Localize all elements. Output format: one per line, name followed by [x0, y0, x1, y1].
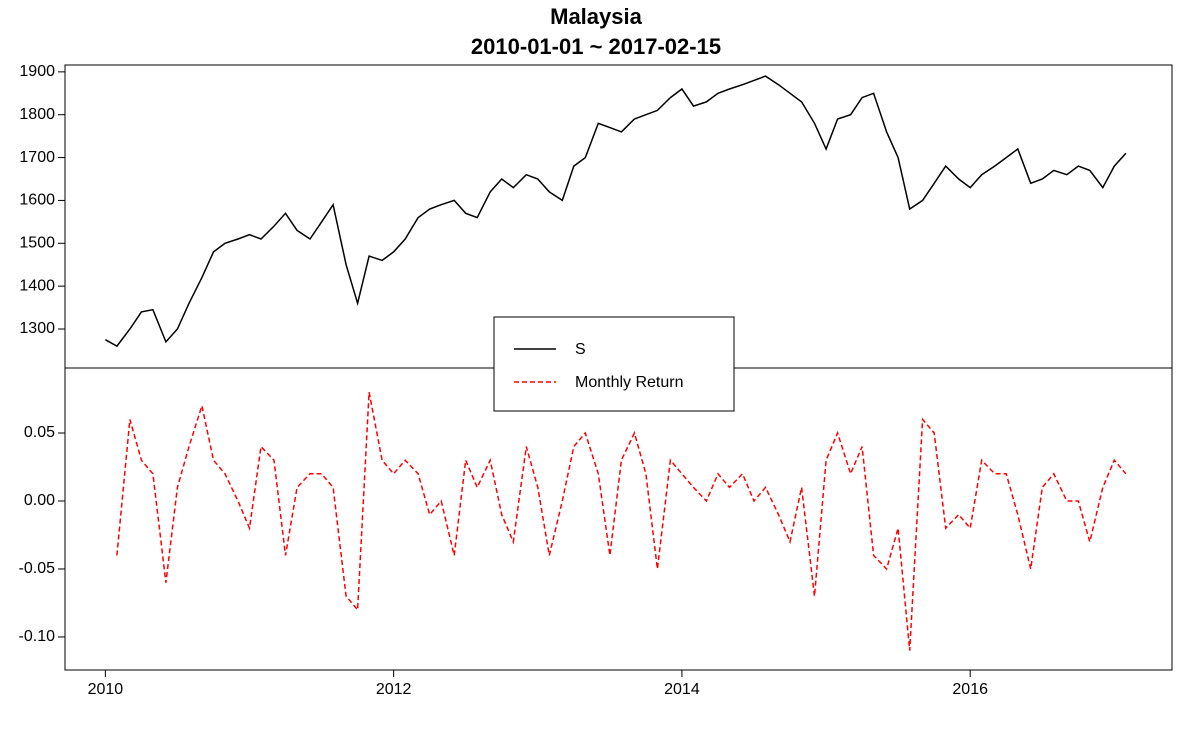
x-tick-label: 2016: [952, 681, 988, 698]
y-tick-label: 0.00: [24, 492, 55, 509]
y-tick-label: 1900: [19, 63, 55, 80]
y-tick-label: 1700: [19, 149, 55, 166]
y-tick-label: 1600: [19, 192, 55, 209]
y-tick-label: 1500: [19, 235, 55, 252]
series-line: [116, 392, 1127, 651]
legend-label: S: [575, 341, 586, 358]
chart-title: Malaysia: [550, 4, 642, 29]
y-tick-label: -0.05: [19, 560, 56, 577]
y-tick-label: 0.05: [24, 424, 55, 441]
legend-box: [493, 316, 735, 412]
y-tick-label: 1300: [19, 320, 55, 337]
chart-subtitle: 2010-01-01 ~ 2017-02-15: [471, 34, 721, 59]
x-tick-label: 2014: [664, 681, 700, 698]
series-line: [105, 75, 1127, 348]
legend-label: Monthly Return: [575, 374, 684, 391]
y-tick-label: -0.10: [19, 628, 56, 645]
y-tick-label: 1800: [19, 106, 55, 123]
y-tick-label: 1400: [19, 277, 55, 294]
x-tick-label: 2012: [376, 681, 412, 698]
x-tick-label: 2010: [88, 681, 124, 698]
